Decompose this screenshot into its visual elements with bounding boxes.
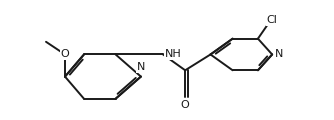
Text: O: O [181,100,190,110]
Text: Cl: Cl [267,15,278,25]
Text: N: N [275,49,284,60]
Text: N: N [137,62,145,72]
Text: O: O [60,49,69,60]
Text: NH: NH [165,49,181,60]
